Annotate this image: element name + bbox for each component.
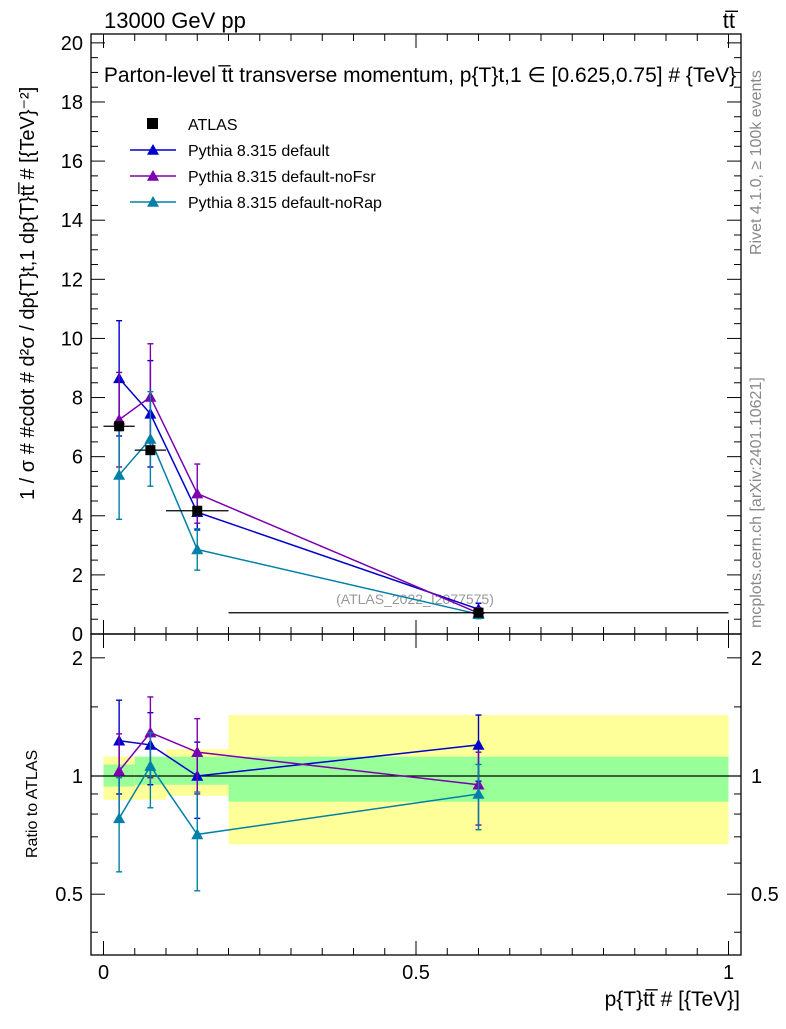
ratio-line-pythia-8-315-default-norap [118,764,479,836]
process-label: tt̅ [723,8,739,33]
ratio-point-pythia-8-315-default-norap [113,812,126,824]
main-ytick-label: 20 [61,33,83,55]
legend-label-atlas: ATLAS [188,117,238,134]
main-ytick-label: 10 [61,328,83,350]
main-ytick-label: 12 [61,269,83,291]
series-line-pythia-8-315-default [118,377,479,610]
main-ytick-label: 6 [72,447,83,469]
series-point-pythia-8-315-default-norap [144,432,157,444]
rivet-label: Rivet 4.1.0, ≥ 100k events [748,70,765,255]
main-ytick-label: 0 [72,624,83,646]
legend-label-pythia-8-315-default-nofsr: Pythia 8.315 default-noFsr [188,169,376,186]
main-ytick-label: 14 [61,210,83,232]
x-axis-label: p{T}tt̅ # [{TeV}] [605,988,740,1011]
series-line-pythia-8-315-default-nofsr [118,395,479,614]
ratio-ytick-label-right: 1 [751,766,762,788]
ratio-point-pythia-8-315-default-nofsr [191,746,204,757]
ratio-point-pythia-8-315-default-norap [191,828,204,840]
main-panel: 0 2 4 6 8 10 12 14 16 18 20 [61,33,742,646]
legend-marker-pythia-8-315-default-nofsr [147,170,159,181]
energy-label: 13000 GeV pp [104,8,246,33]
ratio-ytick-label: 0.5 [55,884,83,906]
ratio-point-pythia-8-315-default-nofsr [113,764,126,776]
mcplots-label: mcplots.cern.ch [arXiv:2401.10621] [748,377,765,628]
ratio-ytick-label: 2 [72,648,83,670]
main-ylabel: 1 / σ # #cdot # d²σ / dp{T}t,1 dp{T}tt̅ … [17,87,39,500]
main-ytick-label: 16 [61,151,83,173]
main-ytick-label: 4 [72,506,83,528]
ratio-ylabel: Ratio to ATLAS [24,750,41,858]
data-point-atlas [114,421,125,432]
series-point-pythia-8-315-default-norap [113,468,126,480]
legend-label-pythia-8-315-default: Pythia 8.315 default [188,143,330,160]
series-line-pythia-8-315-default-norap [118,437,479,615]
data-point-atlas [473,607,484,618]
ratio-ytick-label-right: 2 [751,648,762,670]
ratio-line-pythia-8-315-default-nofsr [118,731,479,786]
ratio-line-pythia-8-315-default [119,739,479,777]
series-point-pythia-8-315-default-nofsr [191,487,204,499]
legend-marker-atlas [147,118,158,129]
xtick-label: 0.5 [402,962,430,984]
ratio-panel: 0 0.5 1 0.5 0.5 1 1 2 2 [55,633,779,984]
legend: ATLAS Pythia 8.315 default Pythia 8.315 de… [130,117,382,212]
main-ytick-label: 18 [61,92,83,114]
data-point-atlas [145,445,156,456]
xtick-label: 1 [723,962,734,984]
ratio-ytick-label-right: 0.5 [751,884,779,906]
ratio-ytick-label: 1 [72,766,83,788]
main-ytick-label: 2 [72,565,83,587]
legend-marker-pythia-8-315-default-norap [147,196,159,207]
ratio-point-pythia-8-315-default-norap [144,760,157,771]
legend-label-pythia-8-315-default-norap: Pythia 8.315 default-noRap [188,195,382,212]
main-ytick-label: 8 [72,388,83,410]
xtick-label: 0 [98,962,109,984]
series-point-pythia-8-315-default-norap [191,543,204,555]
ratio-point-pythia-8-315-default [472,738,485,750]
legend-marker-pythia-8-315-default [147,144,159,155]
ratio-point-pythia-8-315-default-norap [472,787,485,799]
plot-title: Parton-level t̅t transverse momentum, p{… [104,64,736,87]
data-point-atlas [192,505,203,516]
